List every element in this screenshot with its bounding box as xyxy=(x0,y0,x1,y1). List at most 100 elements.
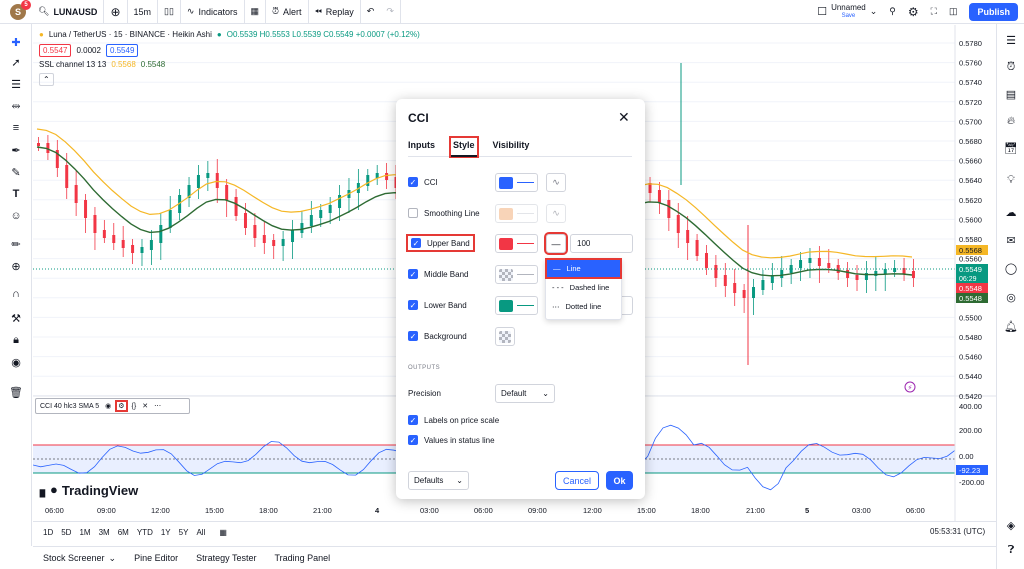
cci-checkbox[interactable]: ✓ xyxy=(408,177,418,187)
horizontal-lines-icon[interactable]: ☰ xyxy=(11,78,21,91)
ideas-icon[interactable]: 💡︎ xyxy=(1007,173,1015,186)
time-axis[interactable]: 06:00 09:00 12:00 15:00 18:00 21:00 4 03:00 06:0… xyxy=(33,505,955,519)
background-checkbox[interactable]: ✓ xyxy=(408,331,418,341)
legend-title[interactable]: Luna / TetherUS · 15 · BINANCE · Heikin … xyxy=(48,30,212,39)
lower-band-checkbox[interactable]: ✓ xyxy=(408,300,418,310)
pen-icon[interactable]: ✎ xyxy=(11,166,21,179)
data-window-icon[interactable]: ▤ xyxy=(1005,88,1017,101)
cci-plot-type-button[interactable]: ∿ xyxy=(546,173,566,192)
ssl-legend-label[interactable]: SSL channel 13 13 xyxy=(39,60,107,69)
bulb-icon[interactable]: ◯ xyxy=(1004,262,1018,275)
panel-tab-pine-editor[interactable]: Pine Editor xyxy=(134,553,179,563)
smoothing-color-picker[interactable] xyxy=(495,204,538,223)
values-in-status-checkbox[interactable]: ✓ xyxy=(408,435,418,445)
tab-visibility[interactable]: Visibility xyxy=(492,140,530,150)
panel-tab-strategy-tester[interactable]: Strategy Tester xyxy=(196,553,257,563)
lock-icon[interactable]: 🔒︎ xyxy=(13,333,19,346)
notifications-icon[interactable]: 🔔︎ xyxy=(1004,320,1018,333)
panel-tab-trading-panel[interactable]: Trading Panel xyxy=(274,553,331,563)
range-all[interactable]: All xyxy=(196,528,206,537)
cancel-button[interactable]: Cancel xyxy=(555,471,599,490)
smoothing-plot-type-button[interactable]: ∿ xyxy=(546,204,566,223)
alert-button[interactable]: ⏰︎ Alert xyxy=(266,0,309,24)
trend-line-icon[interactable]: ➚ xyxy=(11,56,21,69)
calendar-icon[interactable]: 📅︎ xyxy=(1004,142,1018,155)
symbol-search[interactable]: 🔍︎ LUNAUSD xyxy=(32,0,105,24)
settings-gear-icon[interactable]: ⚙ xyxy=(115,400,128,412)
streams-icon[interactable]: ☁ xyxy=(1005,206,1017,219)
quick-search-button[interactable]: ⚲ xyxy=(883,0,902,24)
text-icon[interactable]: T xyxy=(12,188,20,200)
utc-clock[interactable]: 05:53:31 (UTC) xyxy=(930,527,986,536)
cci-color-picker[interactable] xyxy=(495,173,538,192)
layout-menu[interactable]: ☐ Unnamed Save ⌄ xyxy=(811,0,883,24)
middle-band-color-picker[interactable] xyxy=(495,265,538,284)
range-1d[interactable]: 1D xyxy=(43,528,54,537)
publish-button[interactable]: Publish xyxy=(969,2,1018,21)
hotlist-icon[interactable]: 🔥︎ xyxy=(1006,114,1016,127)
sell-price-button[interactable]: 0.5547 xyxy=(39,44,72,57)
eye-icon[interactable]: ◉ xyxy=(105,403,112,410)
panel-tab-stock-screener[interactable]: Stock Screener xyxy=(43,553,105,563)
upper-band-linestyle-button[interactable]: — xyxy=(544,232,568,255)
undo-button[interactable]: ↶ xyxy=(361,0,381,24)
broadcast-icon[interactable]: ◎ xyxy=(1006,291,1016,304)
range-1y[interactable]: 1Y xyxy=(160,528,171,537)
range-6m[interactable]: 6M xyxy=(117,528,129,537)
chart-type-button[interactable]: ▯▯ xyxy=(158,0,181,24)
ruler-icon[interactable]: ✏ xyxy=(11,238,21,251)
fullscreen-button[interactable]: ⛶ xyxy=(925,0,943,24)
upper-band-value-input[interactable]: 100 xyxy=(570,234,633,253)
chevron-down-icon[interactable]: ⌄ xyxy=(108,552,117,563)
snapshot-button[interactable]: ◫ xyxy=(943,0,964,24)
defaults-button[interactable]: Defaults ⌄ xyxy=(408,471,469,490)
help-icon[interactable]: ❓︎ xyxy=(1007,543,1015,556)
legend-collapse-button[interactable]: ⌃ xyxy=(39,73,54,86)
indicators-button[interactable]: ∿ Indicators xyxy=(181,0,245,24)
labels-on-scale-checkbox[interactable]: ✓ xyxy=(408,415,418,425)
alarm-clock-icon[interactable]: ⏰︎ xyxy=(1006,60,1016,73)
lock-drawing-icon[interactable]: ⚒ xyxy=(11,312,21,325)
close-icon[interactable]: ✕ xyxy=(142,403,149,410)
close-icon[interactable]: ✕ xyxy=(618,109,630,125)
linestyle-option-dashed[interactable]: - - - Dashed line xyxy=(546,278,621,297)
upper-band-checkbox[interactable]: ✓ xyxy=(411,238,421,248)
buy-price-button[interactable]: 0.5549 xyxy=(105,44,139,57)
eye-icon[interactable]: ◉ xyxy=(11,356,21,369)
settings-button[interactable]: ⚙ xyxy=(902,0,925,24)
trash-icon[interactable]: 🗑︎ xyxy=(9,386,23,399)
emoji-icon[interactable]: ☺ xyxy=(10,210,22,222)
pattern-icon[interactable]: ⥈ xyxy=(11,99,21,112)
more-icon[interactable]: ⋯ xyxy=(154,403,162,410)
linestyle-option-dotted[interactable]: ⋯ Dotted line xyxy=(546,297,621,316)
replay-button[interactable]: ⏪︎ Replay xyxy=(309,0,361,24)
redo-button[interactable]: ↷ xyxy=(380,0,401,24)
background-color-picker[interactable] xyxy=(495,327,515,346)
lower-band-color-picker[interactable] xyxy=(495,296,538,315)
middle-band-checkbox[interactable]: ✓ xyxy=(408,269,418,279)
fib-icon[interactable]: ≡ xyxy=(12,122,20,134)
range-ytd[interactable]: YTD xyxy=(136,528,153,537)
linestyle-option-line[interactable]: — Line xyxy=(545,258,622,279)
range-5d[interactable]: 5D xyxy=(61,528,72,537)
range-1m[interactable]: 1M xyxy=(79,528,91,537)
range-3m[interactable]: 3M xyxy=(98,528,110,537)
compare-symbol-button[interactable]: ⊕ xyxy=(104,0,128,24)
cci-legend-label[interactable]: CCI 40 hlc3 SMA 5 xyxy=(40,402,100,410)
calendar-goto-icon[interactable]: ▦ xyxy=(219,528,227,537)
interval-button[interactable]: 15m xyxy=(128,0,159,24)
chat-icon[interactable]: ✉ xyxy=(1006,234,1016,247)
layers-icon[interactable]: ◈ xyxy=(1006,519,1016,532)
smoothing-checkbox[interactable] xyxy=(408,208,418,218)
brush-icon[interactable]: ✒ xyxy=(11,144,21,157)
upper-band-color-picker[interactable] xyxy=(495,234,538,253)
event-marker[interactable] xyxy=(904,381,916,393)
magnet-icon[interactable]: ∩ xyxy=(12,288,20,300)
zoom-in-icon[interactable]: ⊕ xyxy=(11,260,21,273)
ok-button[interactable]: Ok xyxy=(606,471,633,490)
source-code-icon[interactable]: {} xyxy=(131,402,137,410)
watchlist-icon[interactable]: ☰ xyxy=(1006,34,1016,47)
templates-button[interactable]: ▦ xyxy=(245,0,267,24)
